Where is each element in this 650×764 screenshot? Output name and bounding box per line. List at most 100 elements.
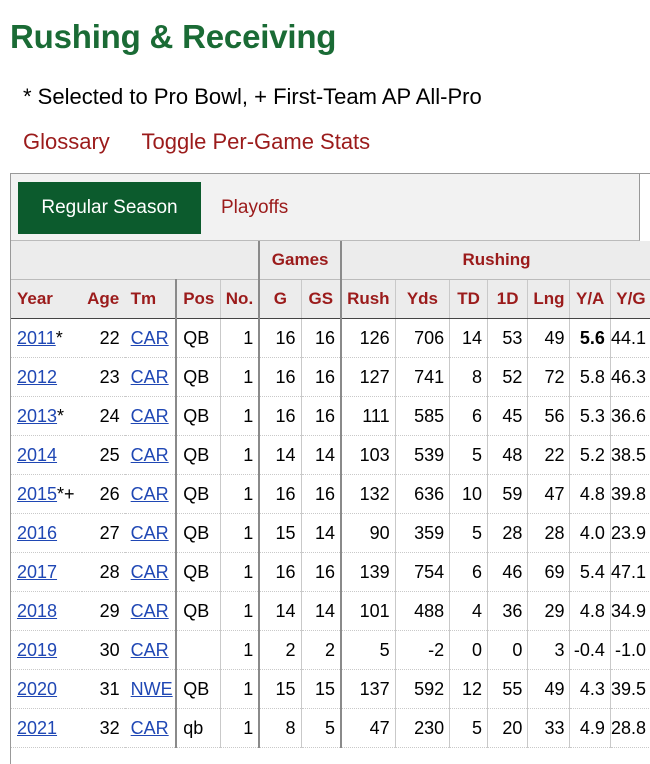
cell-no: 1 — [219, 357, 260, 397]
cell-pos: QB — [175, 318, 221, 358]
cell-age: 30 — [81, 630, 125, 670]
column-header-lng[interactable]: Lng — [527, 279, 570, 319]
cell-ya: 5.2 — [569, 435, 611, 475]
year-link[interactable]: 2011 — [17, 327, 56, 348]
column-header-tm[interactable]: Tm — [124, 279, 177, 319]
cell-fd: 36 — [486, 591, 528, 631]
year-link[interactable]: 2019 — [17, 639, 58, 660]
cell-gs: 2 — [300, 630, 341, 670]
year-link[interactable]: 2017 — [17, 561, 58, 582]
team-link[interactable]: CAR — [130, 405, 169, 426]
team-link[interactable]: CAR — [130, 444, 169, 465]
column-header-no[interactable]: No. — [219, 279, 260, 319]
cell-fd: 52 — [486, 357, 528, 397]
cell-yds: 230 — [394, 708, 450, 748]
cell-pos: QB — [175, 474, 221, 514]
team-link[interactable]: CAR — [130, 561, 169, 582]
cell-ya: 5.3 — [569, 396, 611, 436]
cell-g: 16 — [258, 552, 302, 592]
glossary-link[interactable]: Glossary — [23, 129, 110, 154]
award-mark: * — [57, 405, 65, 426]
cell-pos: QB — [175, 513, 221, 553]
tab-playoffs[interactable]: Playoffs — [221, 197, 289, 218]
year-link[interactable]: 2012 — [17, 366, 58, 387]
table-row: 2020 31 NWE QB 1 15 15 137 592 12 55 49 4.3 39.5 — [11, 669, 650, 709]
cell-td: 0 — [449, 630, 488, 670]
cell-gs: 15 — [300, 669, 341, 709]
cell-ya: 5.8 — [569, 357, 611, 397]
year-link[interactable]: 2020 — [17, 678, 58, 699]
cell-yds: 585 — [394, 396, 450, 436]
cell-year: 2016 — [11, 513, 82, 553]
cell-gs: 14 — [300, 513, 341, 553]
team-link[interactable]: CAR — [130, 522, 169, 543]
cell-age: 27 — [81, 513, 125, 553]
cell-no: 1 — [219, 474, 260, 514]
cell-g: 14 — [258, 435, 302, 475]
cell-fd: 0 — [486, 630, 528, 670]
table-row: 2021 32 CAR qb 1 8 5 47 230 5 20 33 4.9 28.8 — [11, 708, 650, 748]
cell-yg: 23.9 — [609, 513, 650, 553]
team-link[interactable]: CAR — [130, 600, 169, 621]
team-link[interactable]: CAR — [130, 366, 169, 387]
table-row: 2017 28 CAR QB 1 16 16 139 754 6 46 69 5.4 47.1 — [11, 552, 650, 592]
column-header-td[interactable]: TD — [449, 279, 488, 319]
season-tabs: Regular Season Playoffs — [11, 174, 640, 241]
year-link[interactable]: 2015 — [17, 483, 58, 504]
table-row: 2014 25 CAR QB 1 14 14 103 539 5 48 22 5.2 38.5 — [11, 435, 650, 475]
team-link[interactable]: NWE — [130, 678, 173, 699]
cell-age: 22 — [81, 318, 125, 358]
cell-yds: 359 — [394, 513, 450, 553]
cell-rush: 126 — [339, 318, 396, 358]
cell-tm: NWE — [124, 669, 177, 709]
tab-regular-season[interactable]: Regular Season — [18, 182, 201, 234]
cell-tm: CAR — [124, 435, 177, 475]
team-link[interactable]: CAR — [130, 639, 169, 660]
cell-yds: -2 — [394, 630, 450, 670]
cell-ya: -0.4 — [569, 630, 611, 670]
cell-tm: CAR — [124, 357, 177, 397]
column-header-gs[interactable]: GS — [300, 279, 341, 319]
team-link[interactable]: CAR — [130, 717, 169, 738]
cell-year: 2018 — [11, 591, 82, 631]
column-header-pos[interactable]: Pos — [175, 279, 221, 319]
column-header-y-g[interactable]: Y/G — [609, 279, 650, 319]
cell-fd: 45 — [486, 396, 528, 436]
award-mark: *+ — [57, 483, 75, 504]
cell-age: 32 — [81, 708, 125, 748]
year-link[interactable]: 2014 — [17, 444, 58, 465]
cell-tm: CAR — [124, 630, 177, 670]
cell-tm: CAR — [124, 591, 177, 631]
cell-yg: 39.5 — [609, 669, 650, 709]
column-header-age[interactable]: Age — [81, 279, 125, 319]
column-header-rush[interactable]: Rush — [339, 279, 396, 319]
column-header-yds[interactable]: Yds — [394, 279, 450, 319]
column-header-g[interactable]: G — [258, 279, 302, 319]
cell-td: 10 — [449, 474, 488, 514]
cell-gs: 16 — [300, 318, 341, 358]
year-link[interactable]: 2021 — [17, 717, 58, 738]
cell-td: 12 — [449, 669, 488, 709]
toggle-per-game-link[interactable]: Toggle Per-Game Stats — [141, 129, 371, 154]
cell-yds: 754 — [394, 552, 450, 592]
column-header-1d[interactable]: 1D — [486, 279, 528, 319]
cell-g: 16 — [258, 318, 302, 358]
year-link[interactable]: 2016 — [17, 522, 58, 543]
section-links: Glossary Toggle Per-Game Stats — [23, 129, 396, 155]
page-title: Rushing & Receiving — [10, 18, 337, 55]
cell-fd: 20 — [486, 708, 528, 748]
column-header-year[interactable]: Year — [11, 279, 82, 319]
cell-g: 14 — [258, 591, 302, 631]
team-link[interactable]: CAR — [130, 483, 169, 504]
cell-rush: 137 — [339, 669, 396, 709]
year-link[interactable]: 2018 — [17, 600, 58, 621]
cell-ya: 4.0 — [569, 513, 611, 553]
column-header-y-a[interactable]: Y/A — [569, 279, 611, 319]
cell-yg: 46.3 — [609, 357, 650, 397]
team-link[interactable]: CAR — [130, 327, 169, 348]
cell-g: 16 — [258, 474, 302, 514]
year-link[interactable]: 2013 — [17, 405, 58, 426]
cell-rush: 101 — [339, 591, 396, 631]
cell-td: 5 — [449, 708, 488, 748]
cell-g: 2 — [258, 630, 302, 670]
